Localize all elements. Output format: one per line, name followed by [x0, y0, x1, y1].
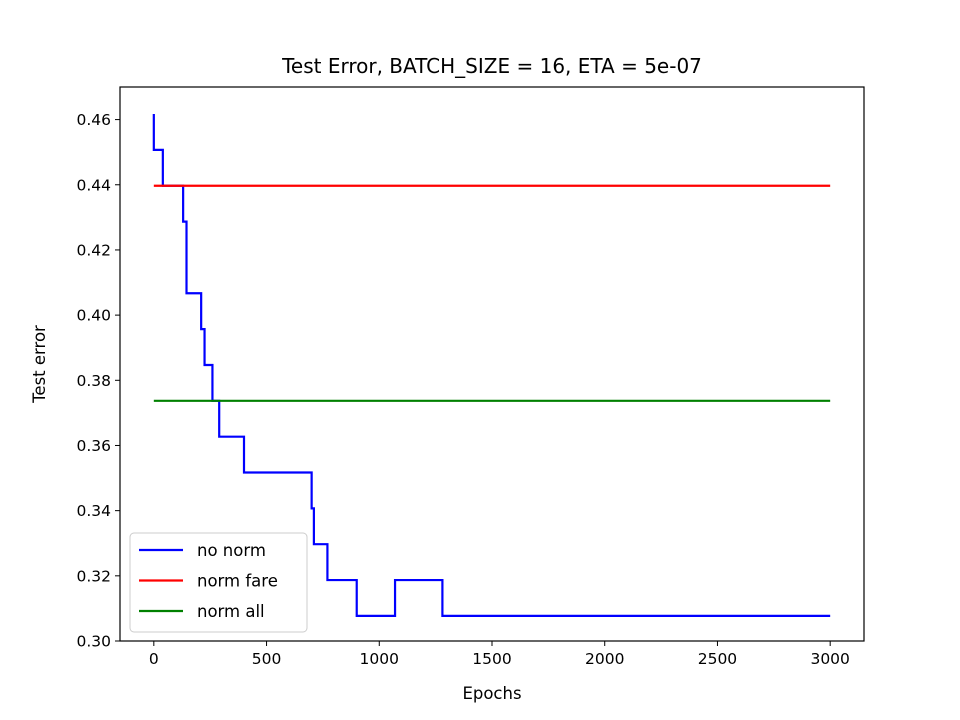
y-tick-label: 0.44 — [76, 176, 111, 194]
x-tick-label: 500 — [252, 650, 282, 668]
y-tick-label: 0.32 — [76, 567, 111, 585]
legend-box — [129, 532, 308, 633]
x-tick-label: 1500 — [472, 650, 511, 668]
x-tick-label: 3000 — [810, 650, 849, 668]
legend-label: norm all — [197, 602, 265, 621]
series-layer — [152, 114, 831, 618]
legend-label: no norm — [197, 541, 266, 560]
x-tick-label: 2500 — [698, 650, 737, 668]
y-tick-label: 0.38 — [76, 372, 111, 390]
y-tick-label: 0.46 — [76, 111, 111, 129]
y-tick-label: 0.30 — [76, 633, 111, 651]
y-tick-label: 0.36 — [76, 437, 111, 455]
legend: no norm norm fare norm all — [129, 532, 308, 633]
y-axis-title: Test error — [30, 325, 49, 404]
y-tick-label: 0.34 — [76, 502, 111, 520]
x-tick-label: 1000 — [360, 650, 399, 668]
x-axis: 0 500 1000 1500 2000 2500 3000 — [149, 641, 850, 668]
x-tick-label: 2000 — [585, 650, 624, 668]
series-line-no-norm — [152, 114, 831, 618]
x-tick-label: 0 — [149, 650, 159, 668]
y-axis: 0.30 0.32 0.34 0.36 0.38 0.40 0.42 0.44 0.46 — [76, 111, 120, 651]
x-axis-title: Epochs — [462, 684, 521, 703]
legend-label: norm fare — [197, 572, 278, 591]
chart-title: Test Error, BATCH_SIZE = 16, ETA = 5e-07 — [281, 54, 702, 78]
y-tick-label: 0.42 — [76, 241, 111, 259]
y-tick-label: 0.40 — [76, 307, 111, 325]
